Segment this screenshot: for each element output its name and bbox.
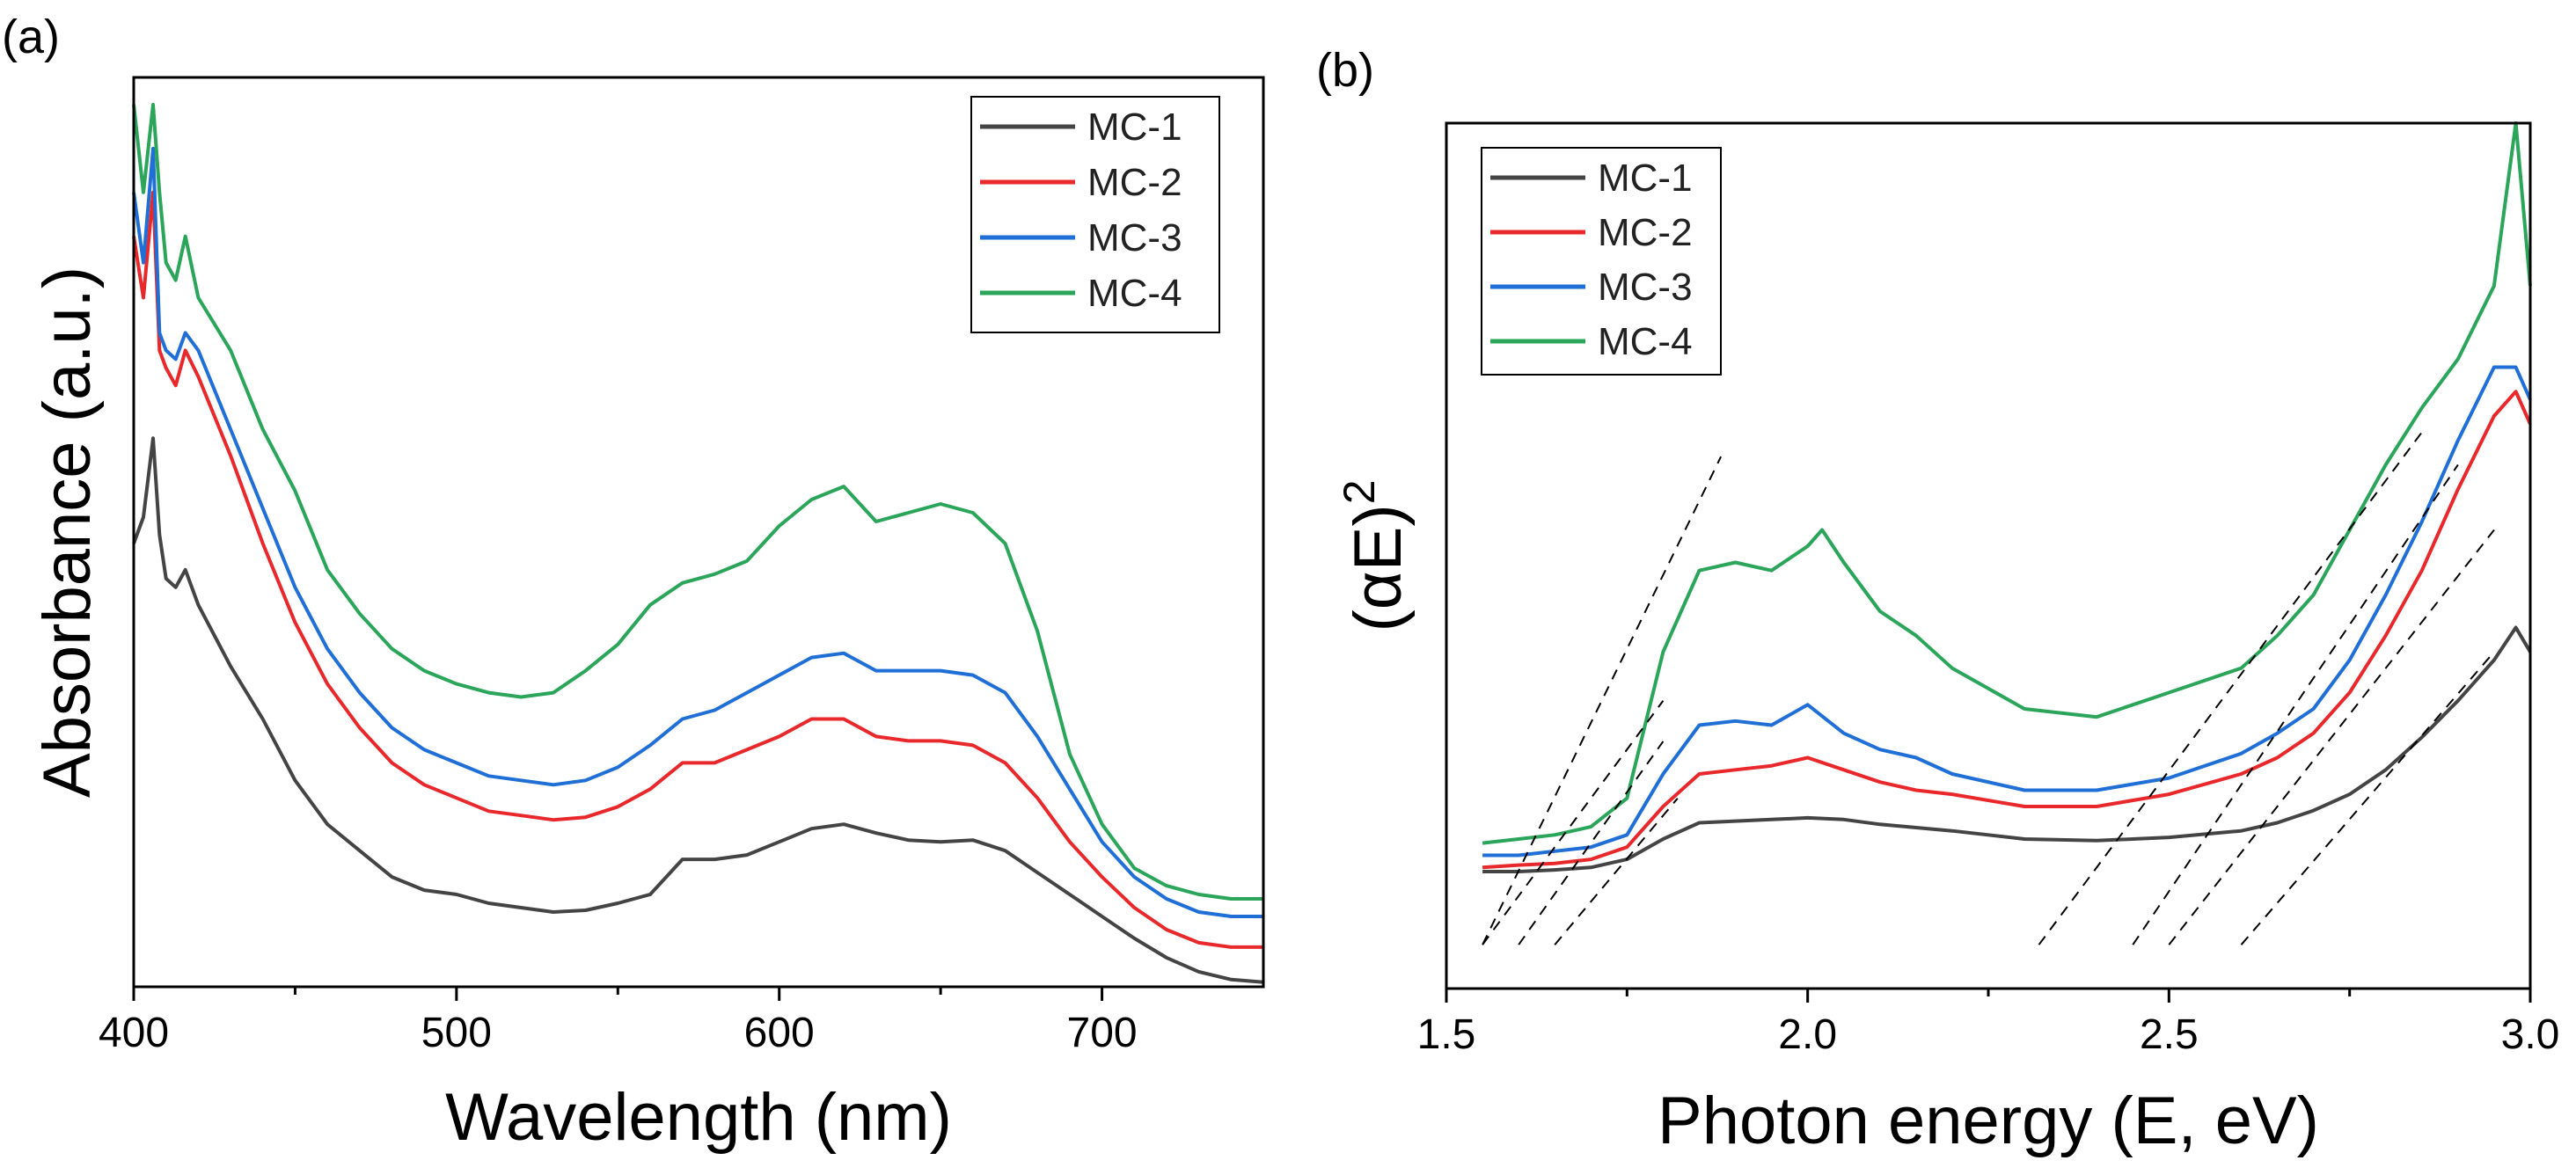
tangent-line-6 <box>2132 463 2459 945</box>
panel-b-y-axis-title-base: (αE) <box>1341 504 1416 631</box>
tangent-line-1 <box>1482 456 1723 945</box>
panel-a-label: (a) <box>2 11 60 63</box>
series-line-mc-1 <box>132 436 1264 984</box>
x-tick-label: 400 <box>99 1010 169 1056</box>
x-tick-label: 600 <box>744 1010 815 1056</box>
panel-a-x-axis-title: Wavelength (nm) <box>445 1080 952 1155</box>
legend-label-mc-3: MC-3 <box>1087 216 1182 259</box>
series-line-mc-3 <box>1482 365 2532 858</box>
tangent-line-3 <box>1518 741 1665 945</box>
panel-a-frame <box>132 76 1265 989</box>
panel-a-y-axis-title: Absorbance (a.u.) <box>30 266 105 798</box>
series-line-mc-3 <box>132 146 1263 918</box>
legend-label-mc-4: MC-4 <box>1598 320 1693 363</box>
panel-b-y-axis-title-superscript: 2 <box>1335 479 1384 504</box>
panel-b-series <box>1482 121 2532 873</box>
series-line-mc-1 <box>1482 625 2532 873</box>
x-tick-label: 500 <box>421 1010 492 1056</box>
legend-box <box>1481 147 1722 376</box>
panel-a-series <box>132 103 1264 984</box>
panel-b-legend: MC-1 MC-2 MC-3 MC-4 <box>1481 147 1722 376</box>
series-line-mc-4 <box>1482 121 2532 845</box>
legend-label-mc-1: MC-1 <box>1087 106 1182 149</box>
panel-a-legend: MC-1 MC-2 MC-3 MC-4 <box>970 96 1220 333</box>
legend-label-mc-3: MC-3 <box>1598 266 1693 309</box>
panel-b-x-axis-title: Photon energy (E, eV) <box>1658 1084 2319 1158</box>
tangent-line-4 <box>1554 798 1679 945</box>
tangent-line-5 <box>2038 431 2423 945</box>
tangent-line-2 <box>1482 700 1665 945</box>
panel-b-label: (b) <box>1316 44 1374 97</box>
tangent-line-8 <box>2240 651 2495 945</box>
x-tick-label: 2.0 <box>1778 1011 1837 1058</box>
x-tick-label: 1.5 <box>1417 1011 1476 1058</box>
panel-b: (b) 1.5 2.0 2.5 3.0 Photon energy (E, eV) (… <box>1316 44 2559 1158</box>
tangent-line-7 <box>2168 529 2495 945</box>
x-tick-label: 700 <box>1067 1010 1138 1056</box>
x-tick-label: 3.0 <box>2501 1011 2560 1058</box>
series-line-mc-4 <box>132 103 1263 901</box>
panel-b-tangent-lines <box>1482 431 2495 945</box>
legend-label-mc-2: MC-2 <box>1087 161 1182 204</box>
series-line-mc-2 <box>1482 390 2532 870</box>
legend-label-mc-4: MC-4 <box>1087 272 1182 315</box>
panel-b-y-axis-title: (αE)2 <box>1335 479 1416 631</box>
panel-b-x-ticks: 1.5 2.0 2.5 3.0 <box>1417 989 2560 1058</box>
legend-label-mc-1: MC-1 <box>1598 157 1693 200</box>
x-tick-label: 2.5 <box>2140 1011 2199 1058</box>
series-line-mc-2 <box>132 190 1263 949</box>
legend-label-mc-2: MC-2 <box>1598 211 1693 254</box>
panel-a-x-ticks: 400 500 600 700 <box>99 987 1138 1056</box>
panel-a: (a) 400 500 600 700 Wavelength (nm) Absorba… <box>2 11 1265 1155</box>
